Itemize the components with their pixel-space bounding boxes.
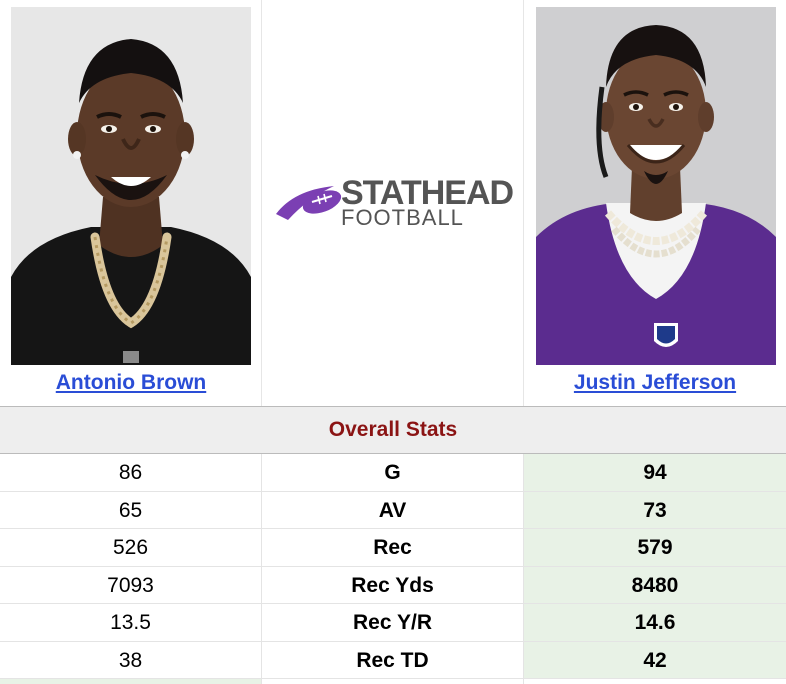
stat-value-left: 526 [0,529,262,566]
player-photo-right[interactable] [536,7,776,365]
stat-label: G [262,454,524,491]
logo-wordmark-top: STATHEAD [341,174,514,212]
stat-label: Rec TD [262,641,524,678]
stat-value-left: 65 [0,491,262,528]
player-link-right[interactable]: Justin Jefferson [573,371,737,394]
player-photo-left[interactable] [11,7,251,365]
table-row-partial [0,679,786,684]
stat-label: AV [262,491,524,528]
stat-value-right: 14.6 [524,604,786,641]
stat-value-right: 579 [524,529,786,566]
table-row: 86 G 94 [0,454,786,492]
stat-label: Rec [262,529,524,566]
table-row: 65 AV 73 [0,491,786,529]
player-cell-left: Antonio Brown [0,0,262,406]
stat-value-left [0,679,262,684]
player-link-left[interactable]: Antonio Brown [55,371,207,394]
stat-value-left: 38 [0,641,262,678]
player-cell-right: Justin Jefferson [524,0,786,406]
stat-value-right: 73 [524,491,786,528]
table-row: 38 Rec TD 42 [0,641,786,679]
football-swoosh-icon [276,186,342,220]
section-title: Overall Stats [0,406,786,454]
stat-value-right [524,679,786,684]
stat-value-left: 86 [0,454,262,491]
stathead-logo[interactable]: STATHEAD FOOTBALL [274,176,514,232]
table-row: 7093 Rec Yds 8480 [0,566,786,604]
stats-table: 86 G 94 65 AV 73 526 Rec 579 7093 Rec Yd… [0,454,786,684]
logo-cell: STATHEAD FOOTBALL [262,0,524,406]
stat-value-left: 7093 [0,566,262,603]
table-row: 526 Rec 579 [0,529,786,567]
stat-value-right: 8480 [524,566,786,603]
stat-value-left: 13.5 [0,604,262,641]
stat-label: Rec Y/R [262,604,524,641]
player-header-row: Antonio Brown STATHEAD FOOTBALL [0,0,786,406]
stat-label: Rec Yds [262,566,524,603]
stat-value-right: 42 [524,641,786,678]
table-row: 13.5 Rec Y/R 14.6 [0,604,786,642]
stat-label [262,679,524,684]
headshot-right-image [536,7,776,365]
stat-value-right: 94 [524,454,786,491]
headshot-left-image [11,7,251,365]
logo-wordmark-bottom: FOOTBALL [341,205,464,230]
